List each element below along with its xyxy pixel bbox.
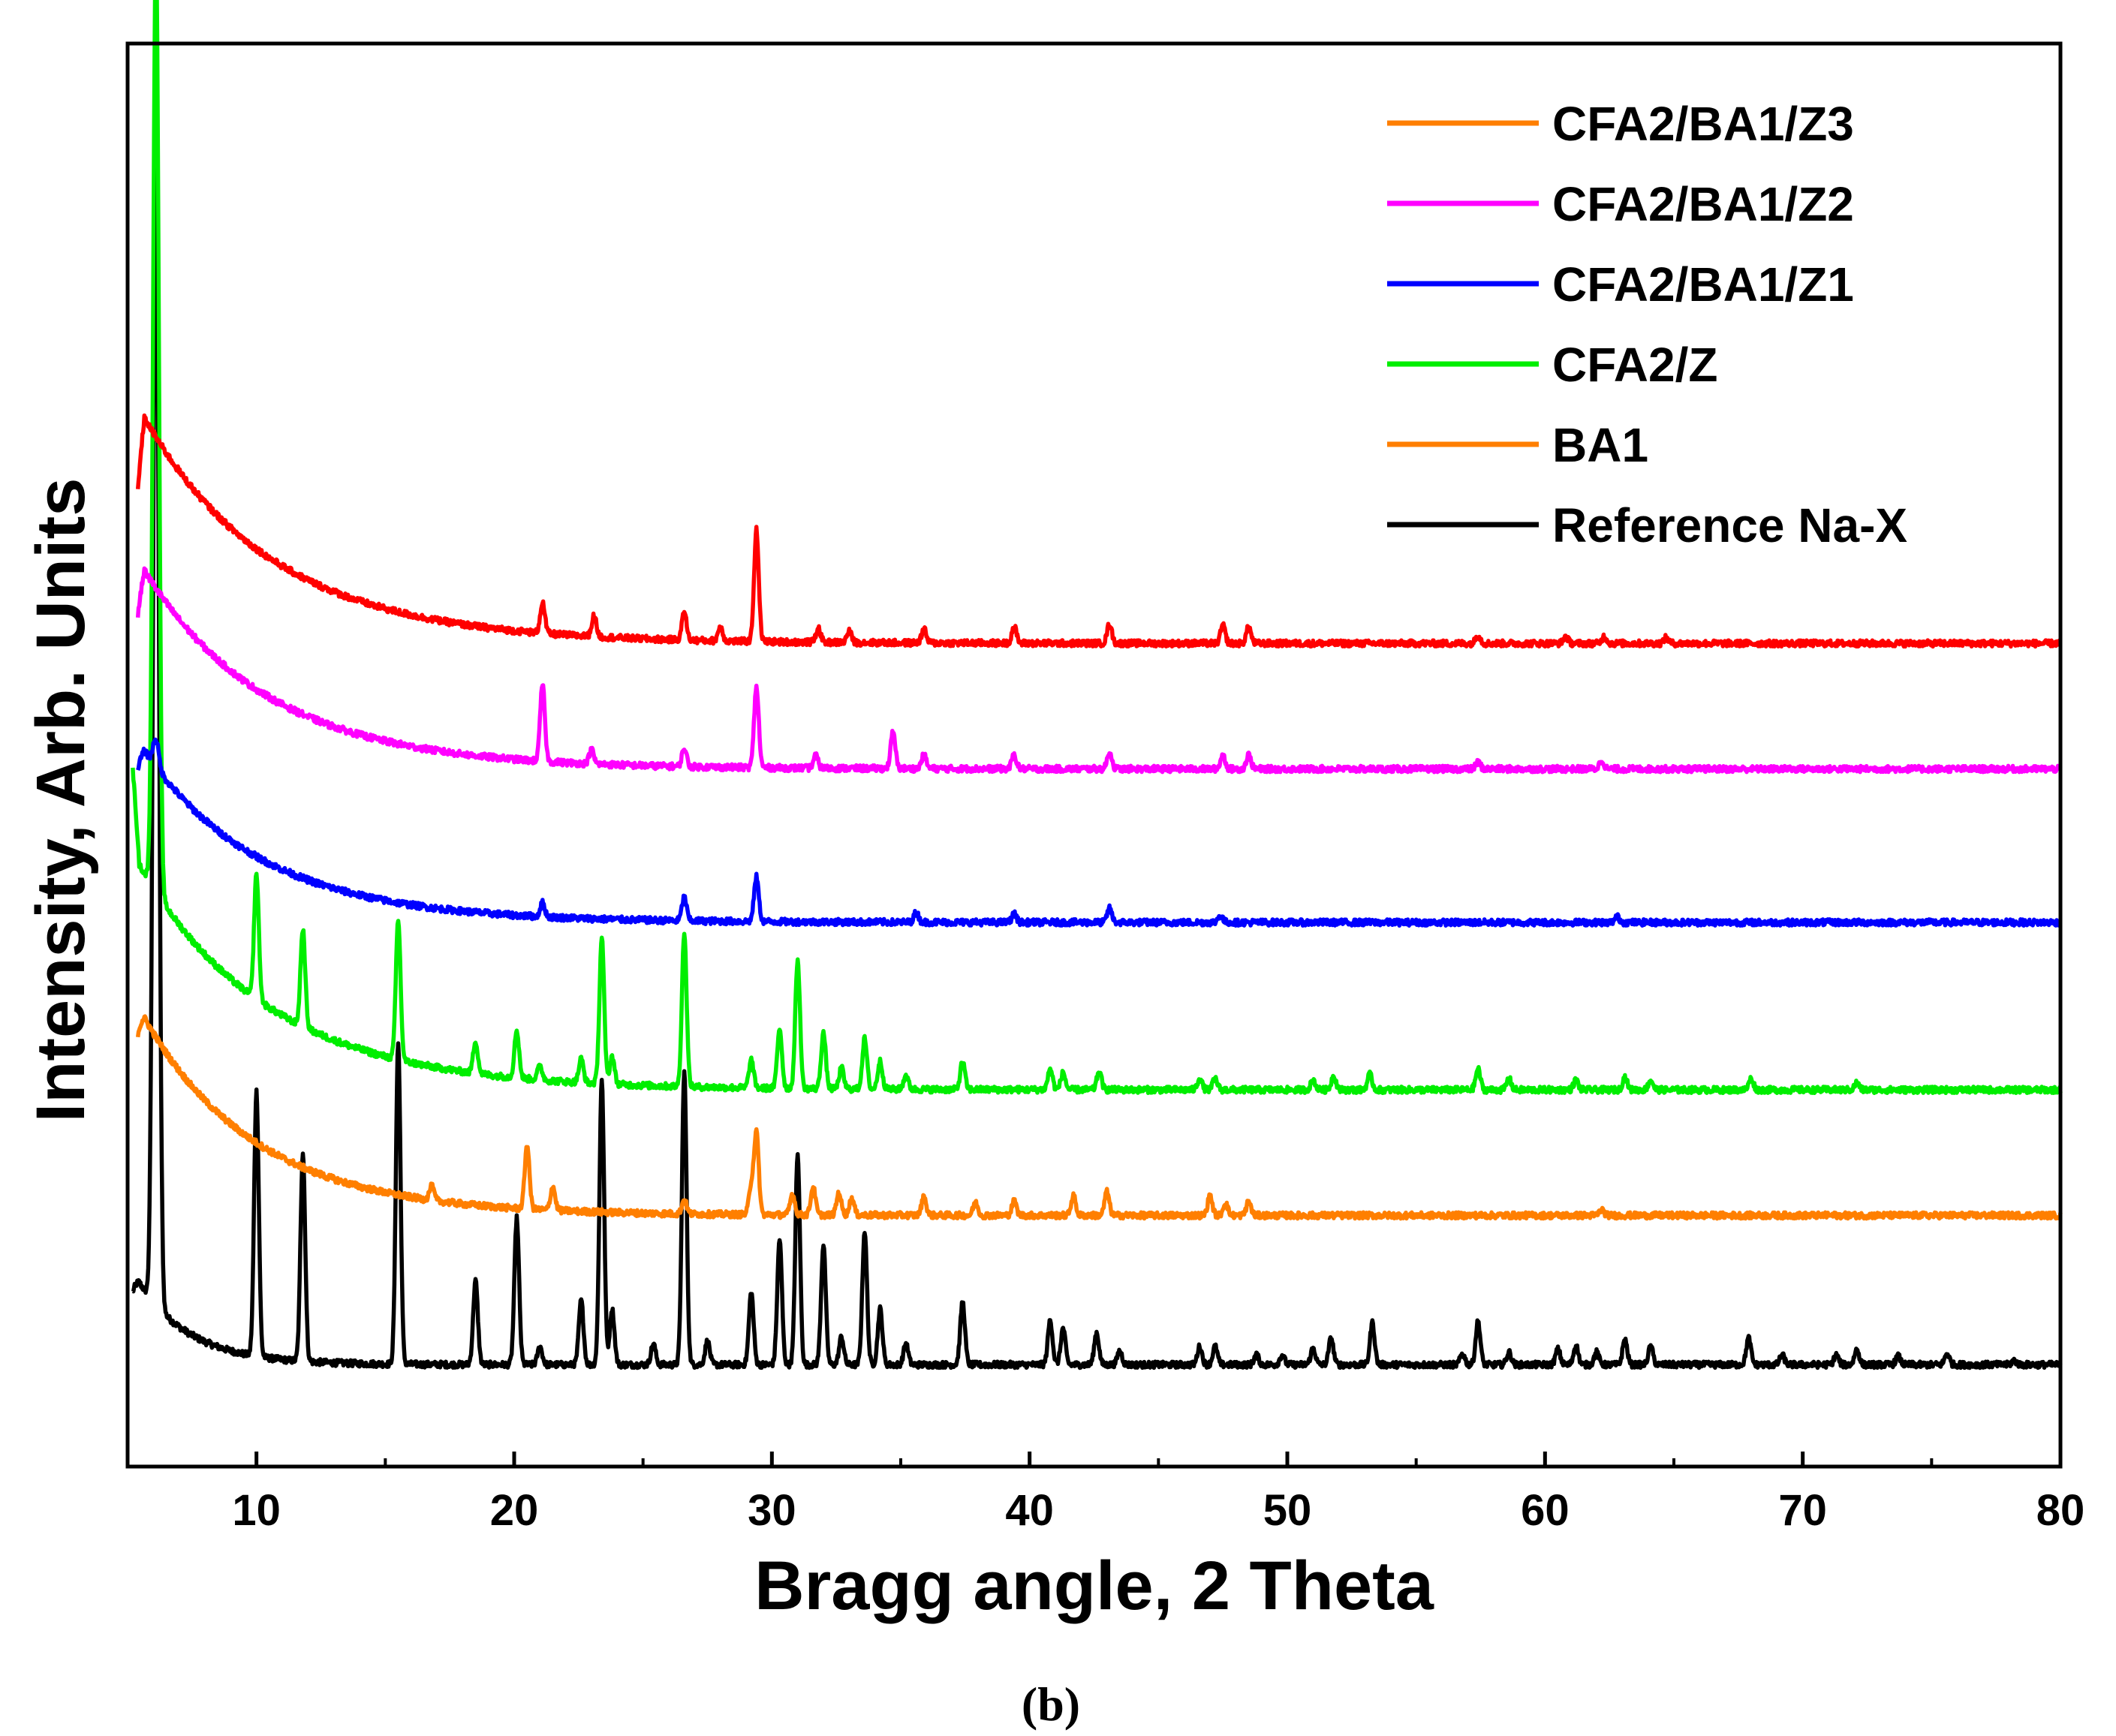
series-line-cfa2-z [131,0,2063,1096]
x-tick-label: 80 [2036,1486,2085,1535]
x-axis: 10 20 30 40 50 60 70 80 [126,1452,2085,1535]
legend-label: BA1 [1552,418,1648,472]
series-line-reference-na-x [131,114,2063,1370]
x-tick-label: 60 [1521,1486,1570,1535]
series-line-cfa2-ba1-z3 [135,413,2063,649]
x-tick-label: 30 [748,1486,796,1535]
series-line-ba1 [135,1014,2063,1221]
legend-label: CFA2/Z [1552,338,1717,392]
plot-frame [125,41,2063,1469]
legend-label: CFA2/BA1/Z1 [1552,257,1854,311]
legend-label: Reference Na-X [1552,498,1907,552]
legend: CFA2/BA1/Z3 CFA2/BA1/Z2 CFA2/BA1/Z1 CFA2/Z B… [1387,97,1907,552]
x-tick-label: 10 [232,1486,281,1535]
x-tick-label: 40 [1005,1486,1054,1535]
x-tick-label: 70 [1778,1486,1827,1535]
x-tick-label: 50 [1263,1486,1312,1535]
series-line-cfa2-ba1-z1 [136,737,2062,928]
figure-caption: (b) [1022,1677,1080,1731]
series-line-cfa2-ba1-z2 [135,566,2063,775]
legend-label: CFA2/BA1/Z3 [1552,97,1854,151]
y-axis-title: Intensity, Arb. Units [23,478,99,1123]
series-layer [131,0,2063,1370]
x-axis-title: Bragg angle, 2 Theta [754,1548,1434,1624]
x-tick-label: 20 [490,1486,539,1535]
legend-label: CFA2/BA1/Z2 [1552,177,1854,231]
